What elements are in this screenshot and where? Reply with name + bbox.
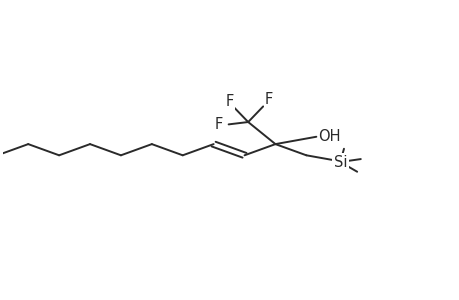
Text: F: F (264, 92, 272, 107)
Text: F: F (214, 117, 222, 132)
Text: F: F (225, 94, 234, 109)
Text: OH: OH (318, 129, 341, 144)
Text: Si: Si (333, 154, 347, 169)
